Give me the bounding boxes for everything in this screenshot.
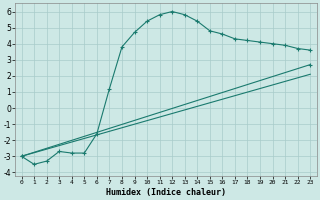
X-axis label: Humidex (Indice chaleur): Humidex (Indice chaleur) (106, 188, 226, 197)
